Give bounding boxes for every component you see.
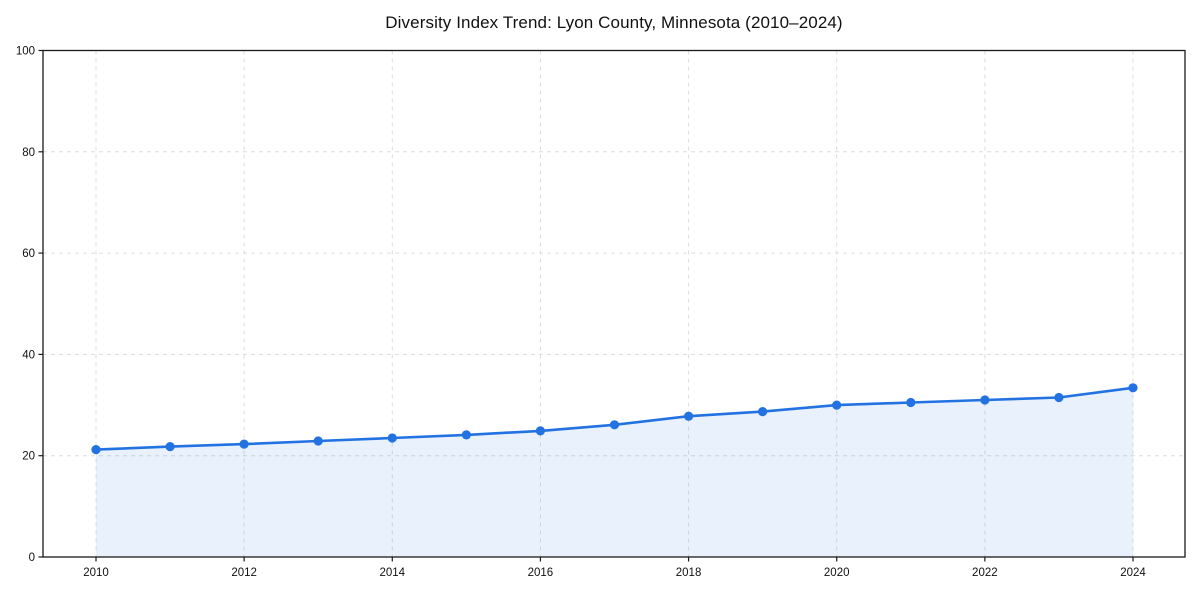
y-tick-label: 40	[22, 349, 35, 361]
x-tick-label: 2024	[1120, 567, 1146, 579]
x-tick-label: 2018	[676, 567, 702, 579]
data-point	[461, 430, 471, 440]
chart-title: Diversity Index Trend: Lyon County, Minn…	[385, 13, 843, 32]
y-tick-label: 100	[16, 46, 35, 58]
area-fill	[96, 387, 1133, 557]
y-tick-label: 80	[22, 147, 35, 159]
x-tick-label: 2010	[83, 567, 109, 579]
data-point	[239, 439, 249, 449]
y-tick-label: 20	[22, 451, 35, 463]
data-point	[165, 442, 175, 452]
x-tick-label: 2020	[824, 567, 850, 579]
x-tick-label: 2014	[379, 567, 405, 579]
data-point	[758, 407, 768, 417]
data-point	[313, 436, 323, 446]
x-tick-label: 2012	[231, 567, 257, 579]
data-point	[1054, 392, 1064, 403]
data-point	[609, 420, 620, 430]
plot-border	[42, 49, 1186, 558]
data-point	[906, 397, 916, 408]
data-point	[980, 395, 990, 405]
data-point	[1128, 383, 1138, 393]
data-point	[535, 426, 546, 436]
data-point	[832, 400, 842, 410]
y-tick-label: 60	[22, 248, 35, 260]
x-tick-label: 2022	[972, 567, 998, 579]
x-tick-label: 2016	[528, 567, 554, 579]
data-point	[387, 433, 397, 443]
data-point	[91, 445, 101, 455]
y-tick-label: 0	[29, 552, 35, 564]
data-point	[684, 411, 694, 421]
